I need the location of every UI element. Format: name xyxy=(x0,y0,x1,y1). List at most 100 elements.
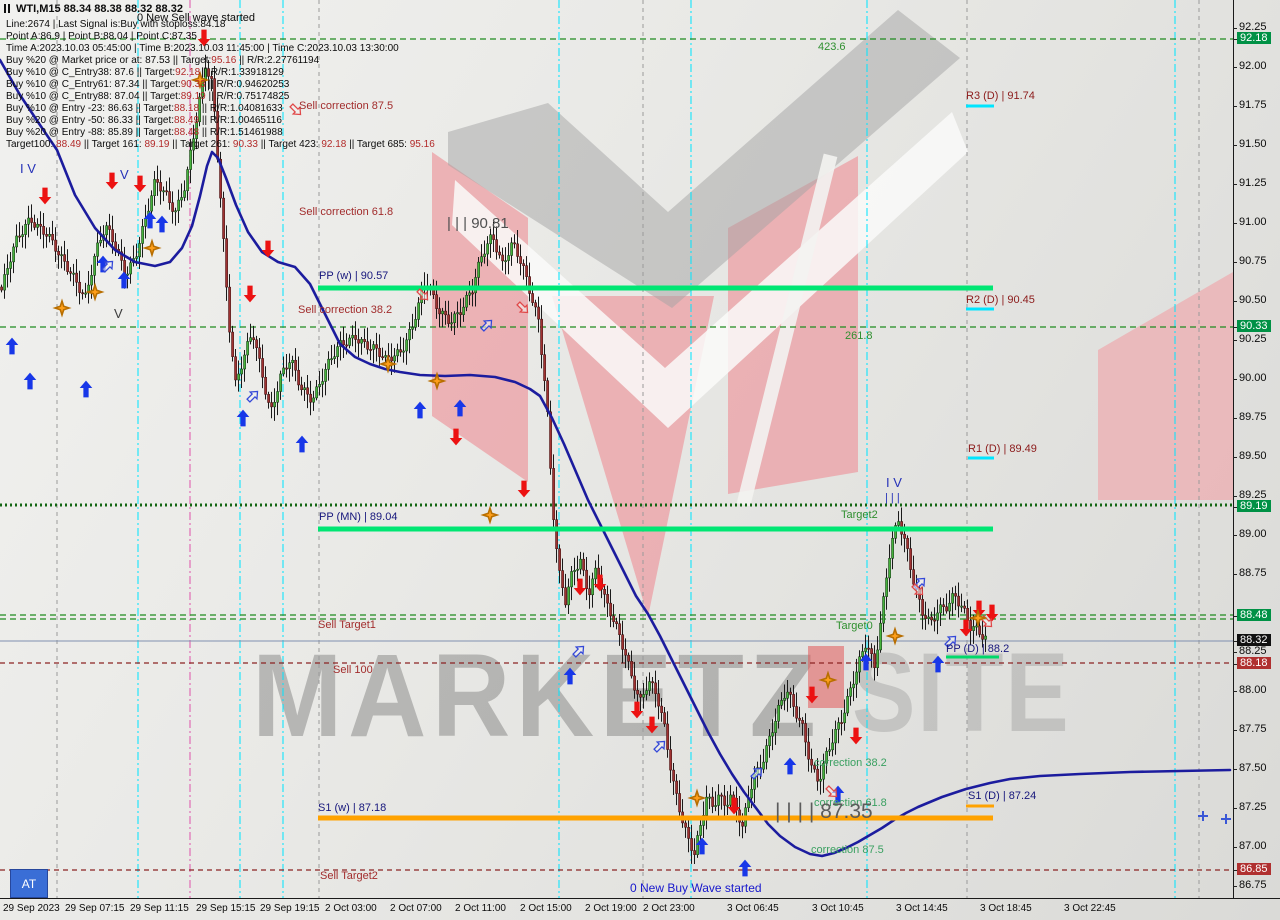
candle-body xyxy=(438,308,441,315)
time-axis-label: 3 Oct 14:45 xyxy=(896,903,948,914)
price-tick xyxy=(1233,847,1237,848)
candle-body xyxy=(822,762,825,780)
candle-body xyxy=(882,596,885,624)
candle-body xyxy=(357,339,360,344)
candle-body xyxy=(516,243,519,257)
candle-body xyxy=(501,254,504,262)
hollow-buy-arrow-icon xyxy=(750,767,763,780)
candle-body xyxy=(135,256,138,259)
candle-body xyxy=(351,335,354,339)
ea-info-line: Buy %20 @ Entry -50: 86.33 || Target:88.… xyxy=(6,115,282,126)
price-axis[interactable]: 92.25 92.18 92.00 91.75 91.50 91.25 91.00 90.75… xyxy=(1233,0,1280,898)
price-tick xyxy=(1233,145,1237,146)
candle-body xyxy=(366,341,369,350)
candle-body xyxy=(195,121,198,140)
candle-body xyxy=(975,625,978,628)
sell-arrow-icon xyxy=(805,686,819,704)
price-axis-border xyxy=(1233,0,1234,899)
auto-trading-button[interactable]: AT xyxy=(10,869,48,898)
candle-body xyxy=(243,354,246,370)
candle-body xyxy=(444,310,447,316)
price-axis-label: 87.00 xyxy=(1239,840,1267,852)
price-tick xyxy=(1233,641,1237,642)
candle-body xyxy=(507,255,510,261)
candle-body xyxy=(981,634,984,640)
candle-body xyxy=(111,229,114,243)
time-axis[interactable]: 29 Sep 2023 29 Sep 07:15 29 Sep 11:15 29 Se… xyxy=(0,899,1280,920)
candle-body xyxy=(729,794,732,806)
candle-body xyxy=(279,373,282,392)
sell-arrow-icon xyxy=(517,480,531,498)
price-axis-label: 92.00 xyxy=(1239,60,1267,72)
ea-info-line: Time A:2023.10.03 05:45:00 | Time B:2023… xyxy=(6,43,399,54)
candle-body xyxy=(606,594,609,604)
buy-arrow-icon xyxy=(236,409,250,427)
candle-body xyxy=(768,735,771,746)
candle-body xyxy=(825,751,828,764)
candle-body xyxy=(678,793,681,813)
candle-body xyxy=(309,393,312,403)
candle-body xyxy=(234,356,237,381)
candle-body xyxy=(21,234,24,237)
candle-body xyxy=(837,722,840,730)
candle-body xyxy=(375,344,378,349)
candle-body xyxy=(705,796,708,816)
candle-body xyxy=(261,358,264,378)
candle-body xyxy=(18,235,21,238)
candle-body xyxy=(912,569,915,585)
candle-body xyxy=(369,349,372,351)
candle-body xyxy=(576,568,579,571)
candle-body xyxy=(936,612,939,621)
buy-arrow-icon xyxy=(295,435,309,453)
candle-body xyxy=(579,558,582,570)
candle-body xyxy=(966,608,969,621)
candle-body xyxy=(219,158,222,199)
candle-body xyxy=(297,369,300,386)
candle-body xyxy=(15,235,18,248)
price-tick xyxy=(1233,808,1237,809)
price-tick xyxy=(1233,652,1237,653)
candle-body xyxy=(789,691,792,695)
candle-body xyxy=(207,68,210,77)
candle-body xyxy=(552,468,555,520)
candle-body xyxy=(984,635,987,640)
candle-body xyxy=(252,337,255,341)
candle-body xyxy=(477,261,480,278)
price-tick xyxy=(1233,507,1237,508)
candle-body xyxy=(474,277,477,294)
candle-body xyxy=(36,223,39,228)
candle-body xyxy=(285,367,288,370)
candle-body xyxy=(696,835,699,855)
buy-arrow-icon xyxy=(143,211,157,229)
candle-body xyxy=(282,367,285,375)
candle-body xyxy=(633,675,636,691)
price-axis-label: 89.19 xyxy=(1237,500,1271,512)
candle-body xyxy=(684,822,687,828)
star-icon xyxy=(885,626,905,646)
ea-info-line: Line:2674 | Last Signal is:Buy with stop… xyxy=(6,19,226,30)
candle-body xyxy=(171,202,174,212)
price-axis-label: 89.25 xyxy=(1239,489,1267,501)
price-tick xyxy=(1233,67,1237,68)
candle-body xyxy=(834,729,837,744)
candle-body xyxy=(180,197,183,201)
candle-body xyxy=(651,681,654,684)
price-tick xyxy=(1233,886,1237,887)
candle-body xyxy=(372,344,375,350)
candle-body xyxy=(360,339,363,344)
star-icon xyxy=(85,282,105,302)
candle-body xyxy=(690,838,693,851)
candle-body xyxy=(795,706,798,719)
ea-info-line: Buy %10 @ Entry -23: 86.63 || Target:88.… xyxy=(6,103,283,114)
candle-body xyxy=(948,602,951,612)
candle-body xyxy=(513,242,516,245)
candle-body xyxy=(672,769,675,782)
candle-body xyxy=(957,595,960,607)
chart-symbol-icon xyxy=(4,4,6,13)
sell-wave-message: 0 New Sell wave started xyxy=(137,12,255,24)
buy-arrow-icon xyxy=(783,757,797,775)
candle-body xyxy=(159,182,162,192)
candle-body xyxy=(849,687,852,697)
price-tick xyxy=(1233,616,1237,617)
